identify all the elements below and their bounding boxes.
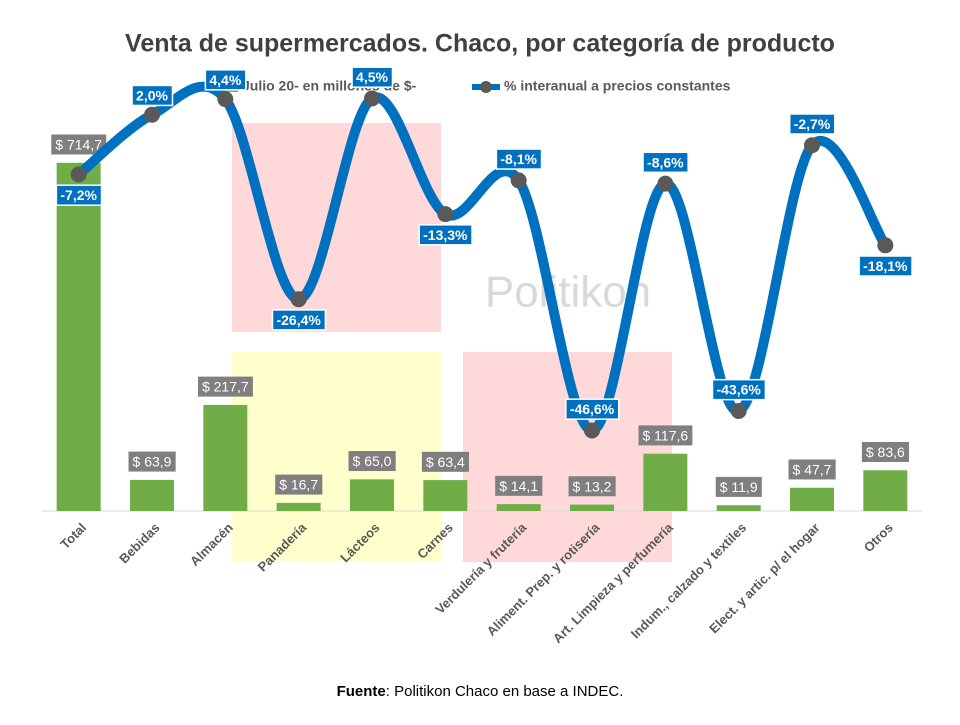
- data-label-box: [858, 255, 913, 277]
- data-label: $ 117,6: [642, 427, 688, 443]
- data-label: -26,4%: [276, 312, 321, 328]
- marker: [584, 422, 600, 439]
- x-tick-label: Bebidas: [116, 520, 162, 566]
- bar: [643, 453, 688, 511]
- data-label: $ 217,7: [202, 379, 249, 395]
- data-label-box: [418, 224, 473, 246]
- data-label-box: [495, 475, 543, 496]
- data-label: $ 83,6: [866, 444, 905, 460]
- data-label-box: [565, 398, 620, 420]
- data-label-box: [788, 113, 836, 135]
- data-label-box: [638, 425, 693, 446]
- data-label-box: [495, 148, 543, 170]
- marker: [657, 175, 674, 192]
- bar: [56, 162, 101, 512]
- data-label-box: [788, 459, 836, 480]
- marker: [804, 137, 820, 154]
- data-label-box: [204, 69, 247, 91]
- highlight: [232, 352, 441, 562]
- data-label: -43,6%: [716, 382, 761, 398]
- data-label: 2,0%: [136, 87, 168, 103]
- marker: [144, 106, 160, 123]
- bar: [350, 479, 394, 511]
- legend-label: % interanual a precios constantes: [504, 78, 731, 94]
- data-label-box: [861, 441, 910, 462]
- source-label: Fuente: [337, 683, 386, 700]
- bar: [570, 504, 614, 511]
- data-label: $ 11,9: [720, 479, 758, 495]
- data-label: $ 714,7: [55, 136, 102, 152]
- data-label-box: [351, 66, 394, 88]
- data-label: $ 47,7: [793, 461, 832, 477]
- bar: [130, 479, 174, 511]
- bar: [276, 502, 321, 511]
- x-tick-label: Almacén: [187, 520, 236, 569]
- watermark: Politikon: [485, 268, 651, 317]
- marker: [510, 172, 527, 189]
- data-label-box: [568, 476, 616, 497]
- bar: [863, 470, 908, 511]
- data-label: 4,4%: [209, 72, 241, 88]
- marker: [290, 291, 307, 308]
- data-label-box: [55, 184, 103, 206]
- data-label-box: [131, 84, 174, 107]
- data-label: $ 63,4: [426, 454, 465, 470]
- data-label-box: [348, 451, 396, 472]
- marker: [364, 90, 380, 107]
- bar: [790, 487, 834, 511]
- data-label-box: [421, 451, 470, 472]
- x-tick-label: Total: [57, 520, 89, 552]
- data-label-box: [275, 474, 323, 495]
- data-label-box: [197, 376, 253, 397]
- data-label-box: [128, 451, 176, 472]
- data-label-box: [51, 134, 107, 155]
- data-label: $ 13,2: [573, 478, 612, 494]
- bar: [716, 505, 761, 511]
- data-label-box: [271, 309, 327, 331]
- data-label: -8,6%: [647, 154, 684, 170]
- data-label: $ 63,9: [133, 454, 172, 470]
- data-label-box: [715, 476, 762, 497]
- bar: [203, 404, 248, 511]
- marker: [877, 237, 894, 254]
- bar: [496, 504, 541, 511]
- data-label-box: [642, 151, 689, 174]
- marker: [70, 166, 87, 183]
- data-label: 4,5%: [356, 69, 388, 85]
- data-label: -8,1%: [500, 151, 537, 167]
- marker: [437, 206, 454, 223]
- data-label-box: [711, 378, 767, 401]
- data-label: -46,6%: [570, 401, 615, 417]
- data-label: -7,2%: [60, 187, 97, 203]
- marker: [730, 402, 747, 419]
- chart-title: Venta de supermercados. Chaco, por categ…: [125, 30, 835, 58]
- data-label: $ 65,0: [353, 453, 392, 469]
- marker: [217, 91, 234, 108]
- data-label: -13,3%: [423, 227, 468, 243]
- data-label: -2,7%: [794, 116, 831, 132]
- data-label: $ 16,7: [279, 477, 318, 493]
- source: Fuente: Politikon Chaco en base a INDEC.: [337, 683, 624, 700]
- legend-swatch: [480, 81, 492, 93]
- x-tick-label: Otros: [861, 520, 896, 555]
- bar: [423, 480, 468, 511]
- data-label: $ 14,1: [499, 478, 538, 494]
- source-text: : Politikon Chaco en base a INDEC.: [386, 683, 624, 700]
- data-label: -18,1%: [863, 258, 908, 274]
